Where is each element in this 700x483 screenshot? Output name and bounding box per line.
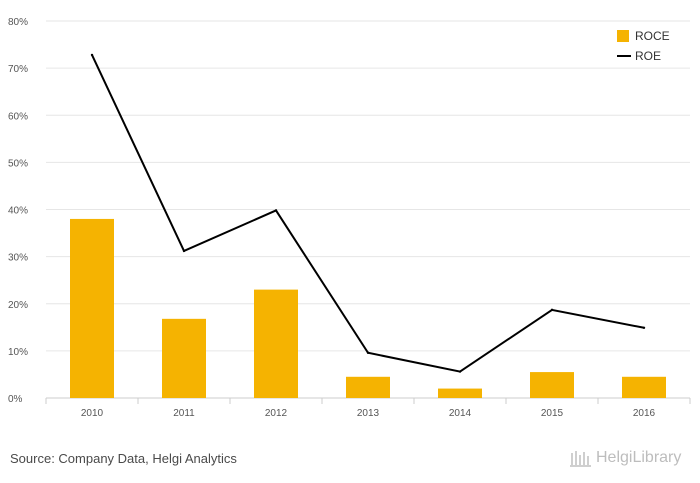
legend-roce-swatch	[617, 30, 629, 42]
roe-point-2013	[366, 351, 370, 354]
bar-2015	[530, 372, 574, 398]
roe-point-2015	[550, 308, 554, 312]
bar-2016	[622, 376, 666, 398]
y-tick-label: 70%	[8, 64, 28, 75]
x-tick-label: 2013	[357, 408, 380, 419]
roe-point-2016	[642, 326, 646, 329]
x-tick-label: 2011	[173, 408, 195, 419]
bar-2012	[254, 289, 298, 398]
bar-2010	[70, 218, 114, 398]
y-tick-label: 20%	[8, 300, 28, 311]
legend-roe-label: ROE	[635, 49, 661, 63]
y-tick-label: 10%	[8, 347, 28, 358]
x-tick-label: 2010	[81, 408, 104, 419]
x-tick-label: 2012	[265, 408, 288, 419]
brand-logo: HelgiLibrary	[570, 449, 681, 467]
y-tick-label: 80%	[8, 17, 28, 28]
legend-roce-label: ROCE	[635, 29, 670, 43]
x-tick-label: 2014	[449, 408, 472, 419]
library-icon	[570, 451, 591, 467]
roe-point-2011	[182, 249, 186, 253]
source-note: Source: Company Data, Helgi Analytics	[10, 451, 237, 466]
x-tick-label: 2016	[633, 408, 656, 419]
bar-2013	[346, 376, 390, 398]
y-tick-label: 40%	[8, 206, 28, 217]
x-tick-label: 2015	[541, 408, 564, 419]
brand-text: HelgiLibrary	[596, 449, 682, 466]
y-tick-label: 30%	[8, 253, 28, 264]
roe-point-2012	[274, 209, 278, 212]
roe-point-2010	[90, 53, 94, 57]
y-tick-label: 60%	[8, 111, 28, 122]
bar-2014	[438, 388, 482, 398]
bar-2011	[162, 318, 206, 398]
y-tick-label: 0%	[8, 394, 23, 405]
y-tick-label: 50%	[8, 158, 28, 169]
roe-point-2014	[458, 370, 462, 373]
